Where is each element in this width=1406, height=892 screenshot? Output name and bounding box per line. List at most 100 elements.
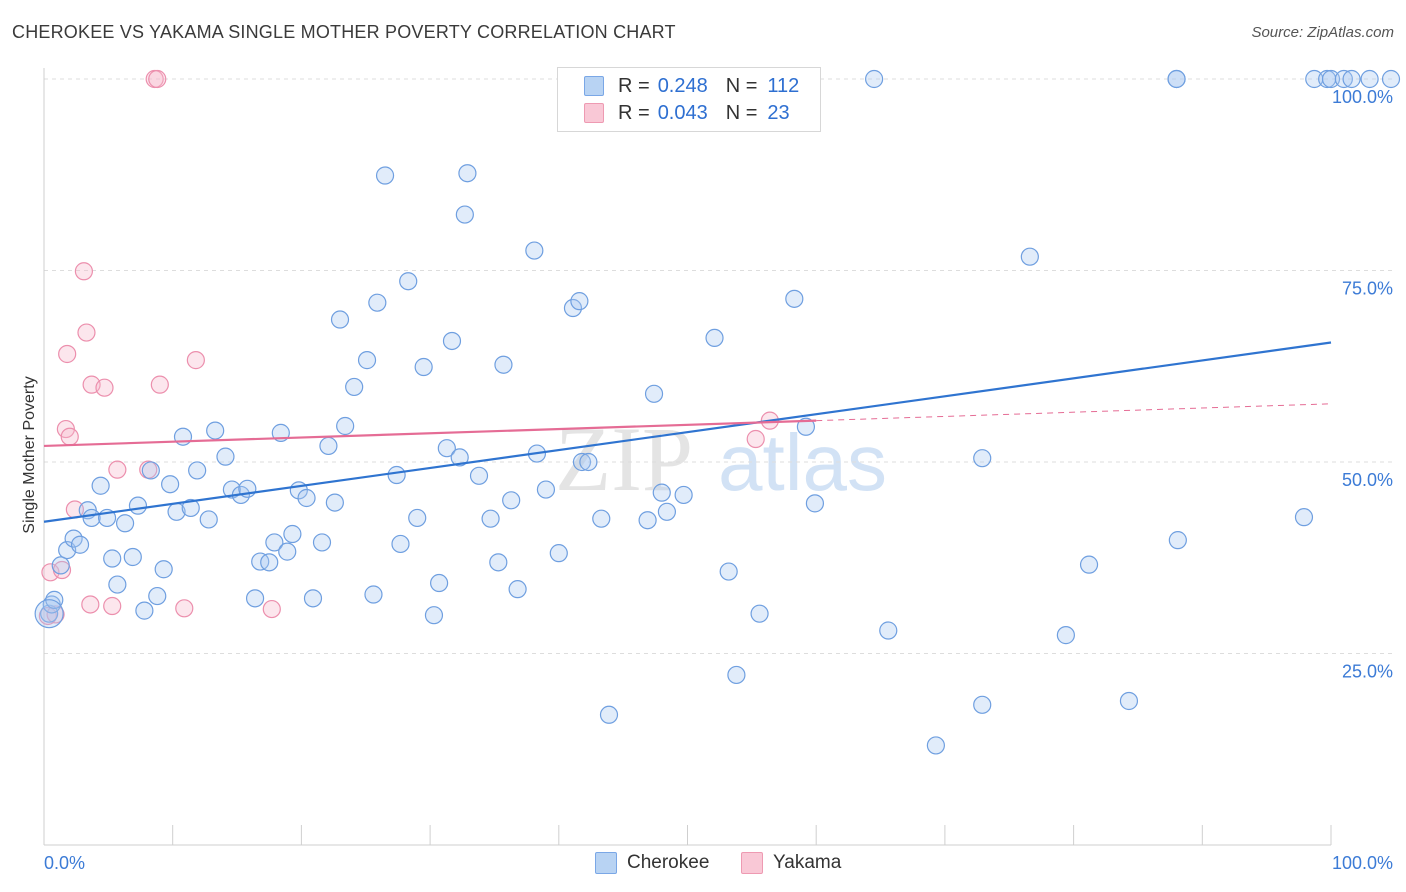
n-value: 112 — [767, 74, 800, 97]
yakama-point — [148, 69, 167, 89]
cherokee-point — [82, 508, 101, 528]
cherokee-point — [458, 164, 477, 183]
yakama-point — [41, 563, 60, 582]
cherokee-legend-swatch — [595, 852, 617, 874]
cherokee-point — [188, 461, 207, 480]
cherokee-point — [148, 586, 167, 606]
cherokee-point — [705, 328, 724, 348]
cherokee-point — [34, 599, 64, 629]
yakama-legend-label: Yakama — [773, 852, 842, 873]
yakama-swatch — [584, 103, 604, 123]
cherokee-point — [283, 524, 302, 544]
yakama-point — [150, 375, 169, 394]
cherokee-point — [265, 533, 284, 552]
cherokee-point — [123, 547, 142, 567]
cherokee-point — [502, 491, 521, 510]
x-tick-label: 100.0% — [1332, 853, 1393, 873]
cherokee-point — [644, 384, 664, 403]
watermark-atlas: atlas — [718, 418, 887, 507]
cherokee-point — [727, 665, 746, 685]
cherokee-point — [489, 553, 508, 572]
cherokee-point — [652, 483, 671, 502]
cherokee-point — [1079, 555, 1099, 574]
cherokee-point — [245, 589, 265, 608]
cherokee-point — [549, 544, 568, 563]
cherokee-point — [1342, 69, 1361, 89]
cherokee-point — [563, 298, 583, 318]
r-label: R = — [618, 101, 650, 124]
y-tick-label: 25.0% — [1342, 662, 1393, 682]
cherokee-point — [312, 533, 332, 552]
cherokee-point — [674, 485, 693, 505]
cherokee-point — [364, 585, 383, 604]
cherokee-point — [430, 573, 449, 593]
cherokee-point — [181, 498, 200, 518]
cherokee-point — [154, 560, 173, 579]
cherokee-point — [135, 601, 154, 620]
cherokee-point — [297, 488, 316, 508]
yakama-point — [746, 429, 765, 449]
cherokee-point — [108, 575, 127, 594]
cherokee-point — [572, 452, 592, 472]
cherokee-point — [260, 553, 279, 572]
cherokee-point — [206, 421, 225, 440]
yakama-points — [38, 69, 779, 626]
cherokee-point — [368, 293, 387, 312]
cherokee-point — [128, 496, 148, 515]
cherokee-point — [879, 621, 898, 640]
chart-title: CHEROKEE VS YAKAMA SINGLE MOTHER POVERTY… — [12, 22, 676, 42]
cherokee-point — [450, 448, 469, 467]
yakama-legend-swatch — [741, 852, 763, 874]
cherokee-points — [34, 69, 1401, 755]
yakama-point — [81, 595, 100, 614]
cherokee-point — [1360, 69, 1379, 89]
yakama-point — [103, 596, 122, 616]
cherokee-point — [391, 534, 410, 554]
stats-legend: R = 0.248 N = 112 R = 0.043 N = 23 — [557, 67, 821, 132]
legend-item-yakama[interactable]: Yakama — [741, 852, 841, 874]
r-value: 0.248 — [657, 74, 708, 97]
cherokee-point — [455, 205, 474, 224]
cherokee-point — [469, 466, 489, 485]
n-label: N = — [725, 74, 758, 97]
cherokee-point — [1168, 531, 1187, 550]
cherokee-point — [926, 736, 945, 755]
cherokee-point — [408, 508, 427, 528]
cherokee-point — [1334, 69, 1353, 89]
cherokee-point — [805, 494, 825, 513]
yakama-point — [186, 351, 205, 370]
y-tick-label: 100.0% — [1332, 87, 1393, 107]
tick-labels: 25.0% 50.0% 75.0% 100.0% 0.0% 100.0% — [44, 87, 1393, 873]
trend-lines — [43, 341, 1332, 523]
cherokee-point — [750, 604, 769, 623]
cherokee-point — [592, 509, 611, 528]
legend-item-cherokee[interactable]: Cherokee — [595, 852, 709, 874]
cherokee-point — [638, 511, 657, 530]
cherokee-point — [115, 514, 135, 533]
yakama-point — [262, 599, 281, 619]
cherokee-point — [973, 695, 992, 714]
cherokee-trend-line — [43, 341, 1332, 523]
source-label: Source: ZipAtlas.com — [1251, 24, 1394, 41]
yakama-point — [60, 427, 79, 446]
yakama-point — [77, 323, 96, 342]
cherokee-point — [222, 480, 242, 499]
source-text: Source: ZipAtlas.com — [1251, 24, 1394, 41]
cherokee-point — [1321, 69, 1341, 89]
yakama-point — [108, 460, 127, 479]
cherokee-point — [973, 449, 992, 468]
cherokee-point — [345, 377, 364, 397]
r-value: 0.043 — [657, 101, 708, 124]
yakama-point — [175, 599, 194, 618]
cherokee-point — [525, 241, 544, 260]
cherokee-point — [570, 292, 589, 311]
cherokee-point — [216, 447, 235, 466]
n-label: N = — [725, 101, 758, 124]
legend-row-cherokee: R = 0.248 N = 112 — [584, 72, 799, 100]
x-ticks — [43, 825, 1332, 845]
cherokee-point — [1381, 69, 1401, 89]
gridlines — [44, 78, 1395, 654]
cherokee-point — [375, 166, 395, 185]
cherokee-point — [1167, 69, 1186, 89]
cherokee-point — [657, 502, 677, 521]
